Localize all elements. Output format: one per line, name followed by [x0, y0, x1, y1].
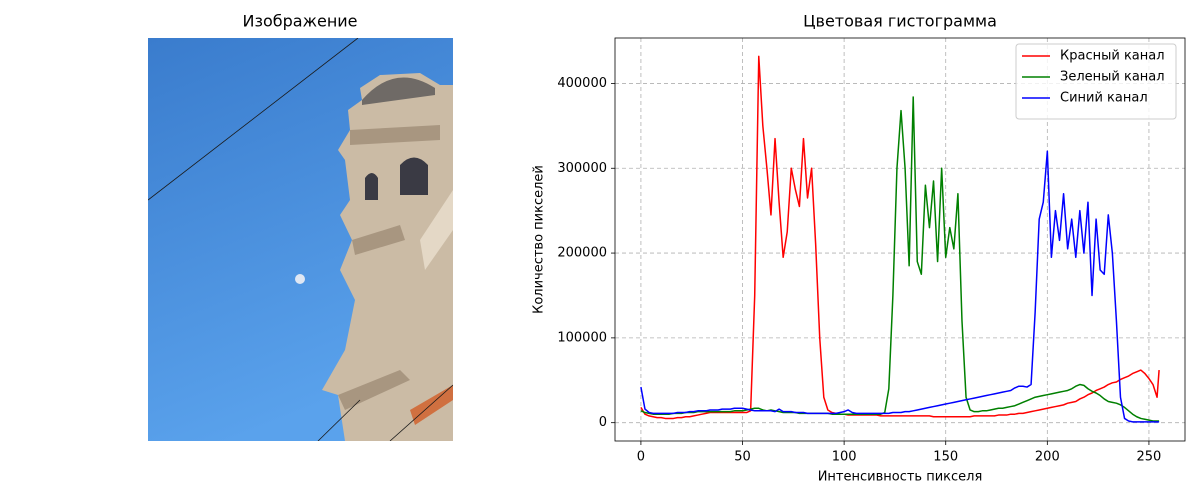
x-tick-label: 50	[734, 450, 751, 465]
y-tick-label: 100000	[557, 330, 607, 345]
series-line	[640, 150, 1160, 423]
histogram-chart: 0 50 100 150 200 250 0 100000 200000 300000 400000…	[532, 12, 1186, 485]
x-tick-label: 150	[933, 450, 958, 465]
x-tick-label: 0	[637, 450, 645, 465]
facade-edge	[420, 190, 453, 270]
y-axis-label: Количество пикселей	[532, 165, 547, 314]
legend-label: Красный канал	[1060, 49, 1165, 64]
x-tick-label: 250	[1137, 450, 1162, 465]
series-line	[640, 55, 1160, 420]
y-tick-label: 300000	[557, 161, 607, 176]
x-axis-label: Интенсивность пикселя	[818, 470, 983, 485]
y-tick-label: 200000	[557, 246, 607, 261]
legend-box	[1015, 43, 1177, 120]
image-title: Изображение	[242, 12, 357, 31]
wire	[317, 399, 361, 441]
wire	[389, 384, 453, 441]
legend-label: Синий канал	[1060, 91, 1148, 106]
chart-title: Цветовая гистограмма	[803, 12, 997, 31]
moon	[295, 274, 305, 284]
x-tick-label: 200	[1035, 450, 1060, 465]
windows	[365, 157, 428, 200]
photo	[148, 38, 453, 441]
dome	[362, 77, 435, 105]
plot-frame	[614, 37, 1186, 442]
y-tick-label: 0	[599, 415, 607, 430]
y-tick-label: 400000	[557, 76, 607, 91]
wire	[148, 38, 359, 201]
series-line	[640, 96, 1160, 422]
x-tick-label: 100	[832, 450, 857, 465]
legend-label: Зеленый канал	[1060, 70, 1165, 85]
